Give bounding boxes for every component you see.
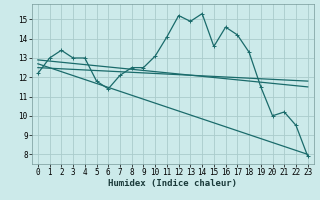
X-axis label: Humidex (Indice chaleur): Humidex (Indice chaleur) xyxy=(108,179,237,188)
